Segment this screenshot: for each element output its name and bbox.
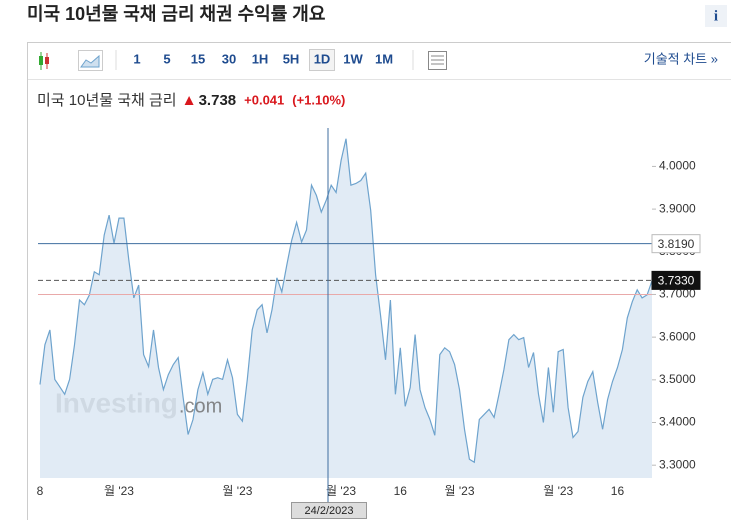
- technical-chart-link[interactable]: 기술적 차트 »: [644, 51, 718, 66]
- reference-label: 3.7330: [658, 274, 695, 288]
- x-tick-label: 월 '23: [326, 484, 356, 498]
- x-tick-label: 월 '23: [445, 484, 475, 498]
- watermark-suffix: .com: [179, 395, 222, 417]
- candle-icon[interactable]: [39, 52, 49, 70]
- quote: 미국 10년물 국채 금리 3.738 +0.041 (+1.10%): [37, 92, 345, 109]
- interval-button[interactable]: 5: [163, 51, 170, 66]
- table-icon[interactable]: [429, 52, 447, 70]
- up-arrow: [185, 96, 194, 105]
- y-tick-label: 3.9000: [659, 201, 696, 215]
- icon-stroke: [39, 56, 43, 65]
- interval-button[interactable]: 15: [191, 51, 205, 66]
- interval-button[interactable]: 5H: [283, 51, 300, 66]
- interval-button[interactable]: 1D: [314, 51, 331, 66]
- quote-change: +0.041: [244, 92, 284, 107]
- x-tick-label: 월 '23: [104, 484, 134, 498]
- y-tick-label: 3.4000: [659, 415, 696, 429]
- interval-button[interactable]: 1H: [252, 51, 269, 66]
- info-button[interactable]: i: [714, 8, 718, 24]
- plot: 3.30003.40003.50003.60003.70003.80003.90…: [37, 118, 700, 519]
- interval-button[interactable]: 1W: [343, 51, 363, 66]
- y-tick-label: 3.5000: [659, 372, 696, 386]
- interval-button[interactable]: 30: [222, 51, 236, 66]
- area-icon[interactable]: [79, 51, 103, 71]
- reference-label: 3.8190: [658, 237, 695, 251]
- x-tick-label: 월 '23: [543, 484, 573, 498]
- quote-change-pct: (+1.10%): [292, 92, 345, 107]
- x-tick-label: 월 '23: [222, 484, 252, 498]
- x-tick-label: 16: [394, 484, 408, 498]
- x-tick-label: 8: [37, 484, 44, 498]
- y-tick-label: 3.6000: [659, 329, 696, 343]
- y-tick-label: 4.0000: [659, 159, 696, 173]
- y-tick-label: 3.3000: [659, 457, 696, 471]
- icon-stroke: [45, 57, 49, 64]
- interval-button[interactable]: 1: [133, 51, 140, 66]
- quote-price: 3.738: [199, 92, 237, 109]
- quote-name: 미국 10년물 국채 금리: [37, 92, 177, 109]
- page-title: 미국 10년물 국채 금리 채권 수익률 개요: [27, 4, 325, 24]
- interval-button[interactable]: 1M: [375, 51, 393, 66]
- x-tick-label: 16: [611, 484, 625, 498]
- crosshair-label: 24/2/2023: [305, 505, 354, 517]
